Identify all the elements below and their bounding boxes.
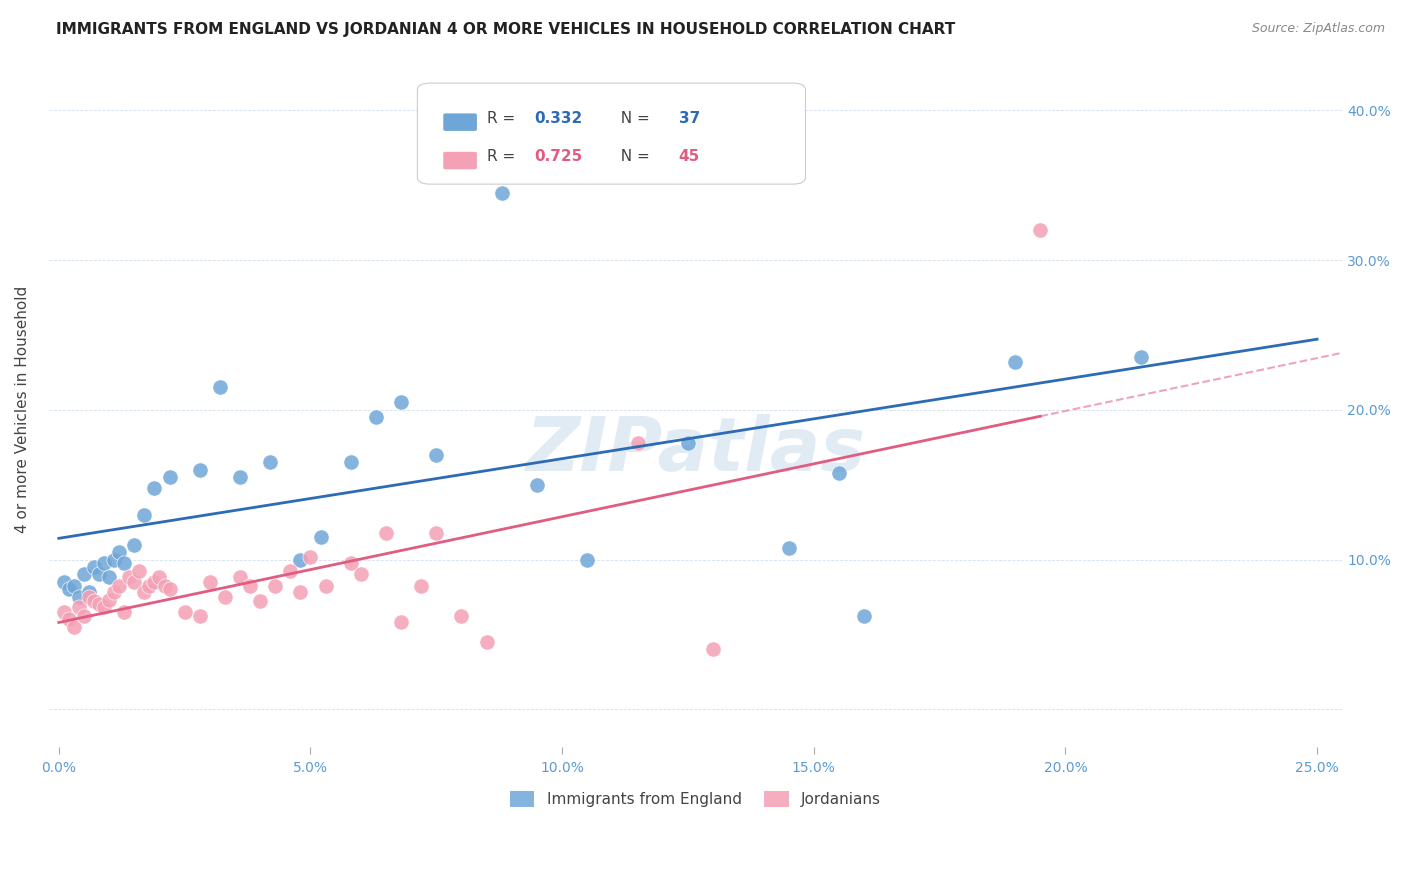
Point xyxy=(339,455,361,469)
Point xyxy=(124,537,146,551)
Text: R =: R = xyxy=(488,111,520,126)
Point xyxy=(52,605,75,619)
Point xyxy=(239,579,262,593)
Text: N =: N = xyxy=(612,149,655,164)
FancyBboxPatch shape xyxy=(418,83,806,184)
Point xyxy=(389,395,412,409)
Point xyxy=(425,525,447,540)
Point xyxy=(188,609,211,624)
Point xyxy=(103,552,125,566)
Point xyxy=(159,582,181,597)
Point xyxy=(364,410,387,425)
Point xyxy=(290,585,312,599)
Text: Source: ZipAtlas.com: Source: ZipAtlas.com xyxy=(1251,22,1385,36)
FancyBboxPatch shape xyxy=(443,113,477,131)
Point xyxy=(778,541,800,555)
Point xyxy=(58,612,80,626)
Point xyxy=(98,570,121,584)
Text: IMMIGRANTS FROM ENGLAND VS JORDANIAN 4 OR MORE VEHICLES IN HOUSEHOLD CORRELATION: IMMIGRANTS FROM ENGLAND VS JORDANIAN 4 O… xyxy=(56,22,956,37)
Point xyxy=(67,590,90,604)
Point xyxy=(103,585,125,599)
Point xyxy=(350,567,373,582)
Text: 0.725: 0.725 xyxy=(534,149,582,164)
Point xyxy=(143,481,166,495)
Point xyxy=(198,574,221,589)
Point xyxy=(124,574,146,589)
Point xyxy=(87,567,110,582)
Point xyxy=(58,582,80,597)
Text: 45: 45 xyxy=(679,149,700,164)
Point xyxy=(52,574,75,589)
Point xyxy=(83,594,105,608)
Point xyxy=(290,552,312,566)
Point xyxy=(280,565,302,579)
Point xyxy=(229,570,252,584)
Point xyxy=(229,470,252,484)
Point xyxy=(77,590,100,604)
Point xyxy=(828,466,851,480)
Legend: Immigrants from England, Jordanians: Immigrants from England, Jordanians xyxy=(503,785,887,814)
Point xyxy=(173,605,195,619)
Point xyxy=(128,565,150,579)
Text: R =: R = xyxy=(488,149,520,164)
Point xyxy=(93,600,115,615)
Point xyxy=(1029,223,1052,237)
FancyBboxPatch shape xyxy=(443,152,477,169)
Point xyxy=(98,593,121,607)
Point xyxy=(411,579,433,593)
Point xyxy=(627,435,650,450)
Text: N =: N = xyxy=(612,111,655,126)
Point xyxy=(208,380,231,394)
Point xyxy=(118,570,141,584)
Point xyxy=(73,567,96,582)
Point xyxy=(87,598,110,612)
Point xyxy=(576,552,599,566)
Point xyxy=(112,605,135,619)
Point xyxy=(73,609,96,624)
Point xyxy=(188,463,211,477)
Point xyxy=(299,549,322,564)
Point xyxy=(143,574,166,589)
Y-axis label: 4 or more Vehicles in Household: 4 or more Vehicles in Household xyxy=(15,286,30,533)
Point xyxy=(108,579,131,593)
Point xyxy=(309,530,332,544)
Point xyxy=(339,556,361,570)
Point xyxy=(460,130,482,145)
Point xyxy=(134,585,156,599)
Point xyxy=(475,635,498,649)
Point xyxy=(153,579,176,593)
Point xyxy=(83,560,105,574)
Point xyxy=(425,448,447,462)
Point xyxy=(214,590,236,604)
Point xyxy=(63,620,86,634)
Point xyxy=(1004,355,1026,369)
Point xyxy=(138,579,160,593)
Text: 0.332: 0.332 xyxy=(534,111,582,126)
Point xyxy=(159,470,181,484)
Point xyxy=(249,594,271,608)
Point xyxy=(853,609,876,624)
Point xyxy=(134,508,156,522)
Point xyxy=(148,570,170,584)
Point xyxy=(67,600,90,615)
Point xyxy=(491,186,513,200)
Point xyxy=(63,579,86,593)
Point xyxy=(389,615,412,630)
Point xyxy=(375,525,398,540)
Text: ZIPatlas: ZIPatlas xyxy=(526,414,866,487)
Point xyxy=(77,585,100,599)
Point xyxy=(264,579,287,593)
Point xyxy=(526,477,548,491)
Point xyxy=(1129,351,1152,365)
Point xyxy=(259,455,281,469)
Point xyxy=(702,642,724,657)
Text: 37: 37 xyxy=(679,111,700,126)
Point xyxy=(93,556,115,570)
Point xyxy=(315,579,337,593)
Point xyxy=(676,435,699,450)
Point xyxy=(112,556,135,570)
Point xyxy=(450,609,472,624)
Point xyxy=(108,545,131,559)
